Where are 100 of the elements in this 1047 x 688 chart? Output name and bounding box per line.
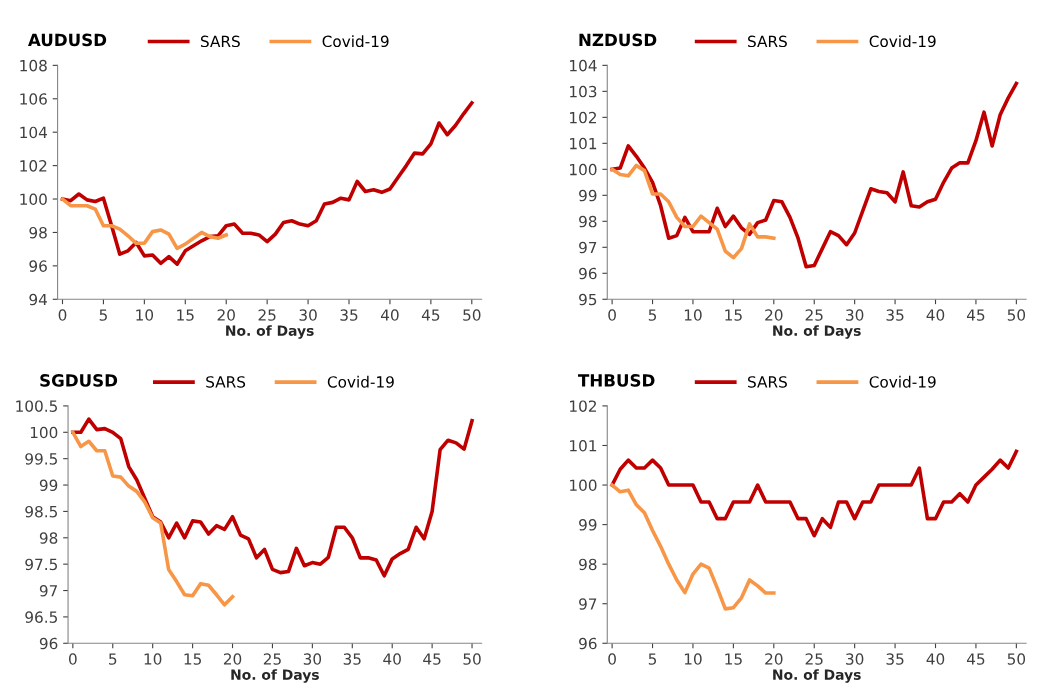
- x-tick-label: 20: [217, 309, 235, 321]
- line-series: [60, 197, 229, 251]
- x-tick-label: 25: [805, 653, 823, 665]
- y-tick-label: 98: [579, 215, 597, 228]
- x-tick-label: 45: [966, 309, 985, 321]
- legend-label: SARS: [748, 376, 787, 388]
- y-tick-label: 98.5: [25, 505, 57, 518]
- x-tick-label: 10: [684, 309, 702, 321]
- x-tick-label: 15: [725, 309, 742, 321]
- legend-label: SARS: [200, 35, 240, 48]
- y-tick-label: 96: [29, 260, 47, 272]
- y-tick-label: 100: [30, 426, 58, 439]
- x-axis-title: No. of Days: [226, 325, 314, 339]
- x-tick-label: 20: [765, 653, 783, 665]
- x-tick-label: 40: [383, 653, 401, 665]
- x-tick-label: 5: [648, 309, 657, 321]
- y-tick-label: 106: [20, 93, 47, 105]
- y-tick-label: 102: [570, 111, 597, 124]
- chart-title: THBUSD: [578, 374, 655, 387]
- line-series: [71, 417, 474, 578]
- y-tick-label: 98: [39, 532, 58, 544]
- legend-label: Covid-19: [322, 35, 389, 48]
- y-tick-label: 102: [20, 160, 47, 172]
- x-tick-label: 50: [1007, 309, 1026, 321]
- x-tick-label: 10: [136, 309, 154, 321]
- x-tick-label: 5: [648, 653, 657, 665]
- line-series: [60, 101, 474, 266]
- x-tick-label: 45: [966, 653, 985, 665]
- x-tick-label: 20: [223, 653, 242, 665]
- x-tick-label: 0: [608, 309, 616, 321]
- y-tick-label: 99: [579, 519, 597, 531]
- y-tick-label: 98: [579, 558, 597, 571]
- y-tick-label: 102: [570, 400, 597, 412]
- y-tick-label: 108: [20, 59, 47, 72]
- x-tick-label: 20: [765, 309, 783, 321]
- legend-label: SARS: [748, 35, 787, 48]
- y-tick-label: 99: [39, 479, 58, 492]
- x-tick-label: 40: [926, 653, 945, 665]
- legend-label: Covid-19: [869, 375, 936, 388]
- y-tick-label: 100: [570, 479, 597, 492]
- y-tick-label: 97: [579, 598, 597, 610]
- x-tick-label: 35: [886, 309, 904, 321]
- x-axis-title: No. of Days: [773, 669, 861, 683]
- x-tick-label: 30: [299, 309, 317, 321]
- x-tick-label: 50: [1007, 653, 1026, 665]
- x-tick-label: 5: [109, 653, 117, 665]
- x-tick-label: 15: [725, 653, 742, 665]
- y-tick-label: 99.5: [25, 453, 57, 465]
- x-tick-label: 30: [846, 653, 864, 665]
- y-tick-label: 101: [570, 137, 597, 150]
- x-tick-label: 10: [684, 653, 702, 665]
- x-tick-label: 40: [926, 309, 945, 321]
- x-tick-label: 45: [423, 653, 441, 665]
- y-tick-label: 100.5: [16, 400, 57, 412]
- line-series: [610, 81, 1019, 269]
- y-tick-label: 100: [20, 193, 47, 206]
- y-tick-label: 96.5: [25, 611, 57, 623]
- y-tick-label: 101: [570, 439, 597, 452]
- x-axis-title: No. of Days: [231, 669, 319, 683]
- y-tick-label: 98: [29, 226, 47, 239]
- legend-label: Covid-19: [869, 35, 936, 48]
- y-tick-label: 96: [579, 267, 597, 280]
- x-tick-label: 5: [99, 309, 107, 321]
- x-axis-title: No. of Days: [773, 325, 861, 339]
- x-tick-label: 35: [343, 653, 361, 665]
- x-tick-label: 35: [886, 653, 904, 665]
- x-tick-label: 25: [805, 309, 823, 321]
- x-tick-label: 25: [258, 309, 276, 321]
- x-tick-label: 30: [303, 653, 322, 665]
- x-tick-label: 35: [340, 309, 358, 321]
- y-tick-label: 94: [29, 293, 48, 306]
- line-series: [610, 449, 1019, 538]
- x-tick-label: 0: [58, 309, 67, 321]
- y-tick-label: 104: [570, 59, 597, 72]
- legend-label: SARS: [206, 376, 246, 388]
- x-tick-label: 50: [463, 309, 481, 321]
- x-tick-label: 0: [68, 653, 77, 665]
- y-tick-label: 104: [20, 126, 48, 139]
- y-tick-label: 97: [39, 585, 58, 597]
- y-tick-label: 99: [579, 189, 597, 202]
- y-tick-label: 97: [579, 241, 597, 254]
- x-tick-label: 15: [184, 653, 201, 665]
- x-tick-label: 0: [608, 653, 616, 665]
- y-tick-label: 96: [39, 637, 58, 650]
- x-tick-label: 30: [846, 309, 864, 321]
- x-tick-label: 10: [144, 653, 162, 665]
- y-tick-label: 97.5: [25, 558, 57, 571]
- x-tick-label: 40: [380, 309, 399, 321]
- line-series: [71, 430, 235, 607]
- x-tick-label: 45: [421, 309, 440, 321]
- y-tick-label: 103: [570, 85, 597, 98]
- line-series: [610, 483, 776, 611]
- chart-title: AUDUSD: [27, 33, 107, 47]
- y-tick-label: 100: [570, 163, 597, 176]
- y-tick-label: 96: [579, 637, 597, 650]
- x-tick-label: 25: [263, 653, 281, 665]
- chart-title: NZDUSD: [579, 33, 657, 47]
- legend-label: Covid-19: [327, 375, 394, 388]
- x-tick-label: 50: [463, 653, 481, 665]
- x-tick-label: 15: [177, 309, 194, 321]
